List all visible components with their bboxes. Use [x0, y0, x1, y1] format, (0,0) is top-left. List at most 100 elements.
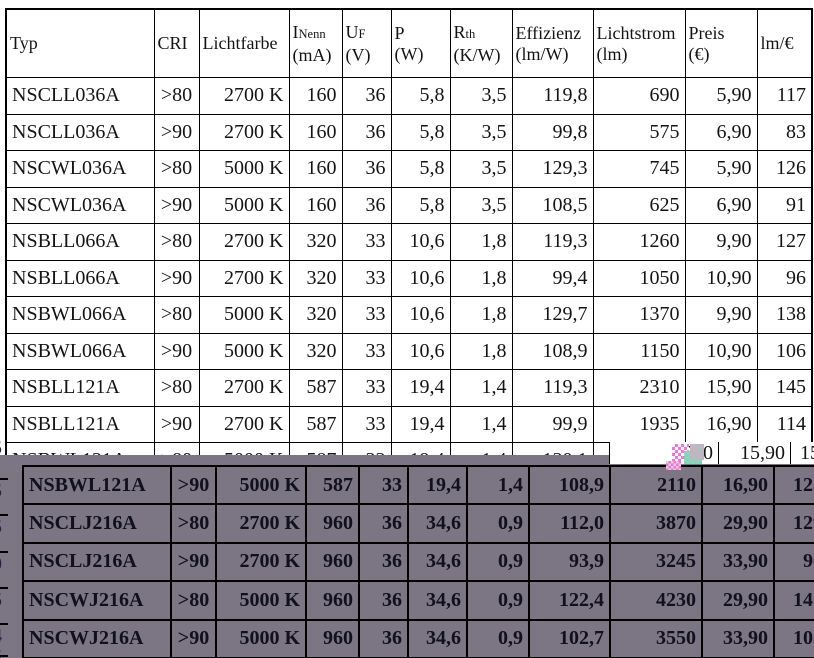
table-cell: 19,4: [390, 369, 451, 407]
table-cell: 10,6: [390, 259, 451, 297]
table-cell: >90: [153, 259, 200, 297]
table-cell: 2700 K: [198, 259, 290, 297]
table-cell: NSBLL066A: [5, 259, 155, 297]
table-row: NSCWL036A >80 5000 K 160 36 5,8 3,5 129,3 745 5,9…: [5, 150, 813, 188]
table-cell: 112,0: [528, 503, 611, 544]
table-cell: >90: [170, 541, 217, 583]
table-cell: NSCWL036A: [5, 186, 155, 224]
table-cell: 16,90: [701, 464, 775, 506]
table-cell: 5000 K: [215, 464, 307, 506]
table-cell: 96: [773, 541, 814, 583]
render-glitch-artifact-pink2: [666, 461, 681, 470]
border-fragment: [0, 514, 8, 516]
table-cell: 129,3: [511, 150, 594, 188]
table-cell: NSBWL066A: [5, 296, 155, 334]
table-cell: 36: [358, 580, 409, 621]
table-cell: 160: [288, 186, 343, 224]
table-cell: 36: [341, 186, 392, 224]
column-header: Lichtfarbe: [198, 8, 290, 78]
column-header: Rth (K/W): [449, 8, 513, 78]
table-cell: 34,6: [407, 580, 468, 621]
table-cell: 2110: [609, 464, 703, 506]
table-cell: 1150: [592, 332, 686, 370]
table-cell: 1,4: [466, 464, 530, 506]
table-cell: 1,8: [449, 259, 513, 297]
table-cell: 2700 K: [198, 77, 290, 115]
table-cell: 125: [773, 464, 814, 506]
table-row: NSCWJ216A >80 5000 K 960 36 34,6 0,9 122,4 4230 2…: [22, 580, 814, 621]
table-cell: 960: [305, 541, 360, 583]
glitch-cell-lm-eur: 158: [790, 442, 814, 464]
table-cell: 33: [341, 332, 392, 370]
table-cell: 5000 K: [198, 186, 290, 224]
table-row: NSBWL066A >80 5000 K 320 33 10,6 1,8 129,7 1370 9…: [5, 296, 813, 334]
led-spec-table-selected-copy: NSBWL121A >90 5000 K 587 33 19,4 1,4 108,9 2110 1…: [22, 464, 814, 658]
table-cell: 129: [773, 503, 814, 544]
table-cell: 96: [756, 259, 813, 297]
table-cell: 108,9: [511, 332, 594, 370]
table-cell: NSBWL121A: [22, 464, 172, 506]
table-cell: 960: [305, 503, 360, 544]
table-row: NSBLL066A >80 2700 K 320 33 10,6 1,8 119,3 1260 9…: [5, 223, 813, 261]
table-cell: NSBLL066A: [5, 223, 155, 261]
table-cell: 127: [756, 223, 813, 261]
border-fragment: [0, 623, 8, 625]
table-cell: 33: [341, 223, 392, 261]
table-cell: 5,8: [390, 186, 451, 224]
column-header: Typ: [5, 8, 155, 78]
glyph-fragment: 5: [0, 437, 6, 459]
table-cell: 0,9: [466, 503, 530, 544]
table-cell: 36: [358, 503, 409, 544]
table-cell: 99,4: [511, 259, 594, 297]
table-cell: 33: [341, 405, 392, 443]
table-cell: 1,4: [449, 405, 513, 443]
table-cell: 145: [756, 369, 813, 407]
table-cell: 106: [756, 332, 813, 370]
table-cell: 3,5: [449, 186, 513, 224]
table-cell: 3,5: [449, 77, 513, 115]
table-cell: 33,90: [701, 541, 775, 583]
table-cell: NSCWJ216A: [22, 580, 172, 621]
table-row: NSCLL036A >80 2700 K 160 36 5,8 3,5 119,8 690 5,9…: [5, 77, 813, 115]
table-cell: 33,90: [701, 618, 775, 658]
table-cell: NSBLL121A: [5, 369, 155, 407]
table-cell: 29,90: [701, 580, 775, 621]
table-cell: 745: [592, 150, 686, 188]
table-cell: 36: [341, 77, 392, 115]
table-cell: 126: [756, 150, 813, 188]
table-cell: 34,6: [407, 503, 468, 544]
table-cell: 15,90: [684, 369, 758, 407]
table-cell: 5000 K: [215, 580, 307, 621]
table-cell: 6,90: [684, 186, 758, 224]
table-cell: 102,7: [528, 618, 611, 658]
column-header: CRI: [153, 8, 200, 78]
table-cell: 9,90: [684, 296, 758, 334]
table-cell: 5,8: [390, 150, 451, 188]
column-header: INenn (mA): [288, 8, 343, 78]
column-header: UF (V): [341, 8, 392, 78]
table-cell: 108,9: [528, 464, 611, 506]
table-cell: 129,7: [511, 296, 594, 334]
glitch-shifted-row: 2520 15,90 158: [609, 442, 814, 464]
table-cell: >80: [153, 223, 200, 261]
table-cell: NSCLJ216A: [22, 541, 172, 583]
table-cell: >80: [170, 580, 217, 621]
table-cell: 33: [341, 259, 392, 297]
table-cell: 0,9: [466, 541, 530, 583]
table-cell: >80: [153, 369, 200, 407]
table-cell: 91: [756, 186, 813, 224]
column-header: Lichtstrom (lm): [592, 8, 686, 78]
table-cell: 5,90: [684, 77, 758, 115]
table-cell: >80: [153, 296, 200, 334]
table-cell: 19,4: [390, 405, 451, 443]
border-fragment: [0, 655, 8, 657]
table-row: NSBWL066A >90 5000 K 320 33 10,6 1,8 108,9 1150 1…: [5, 332, 813, 370]
table-cell: >90: [153, 113, 200, 151]
table-cell: 10,6: [390, 223, 451, 261]
table-cell: NSCLJ216A: [22, 503, 172, 544]
column-header: P (W): [390, 8, 451, 78]
table-cell: 2700 K: [215, 541, 307, 583]
glyph-fragment: 5: [0, 516, 6, 538]
table-row: NSCLJ216A >90 2700 K 960 36 34,6 0,9 93,9 3245 33…: [22, 541, 814, 583]
